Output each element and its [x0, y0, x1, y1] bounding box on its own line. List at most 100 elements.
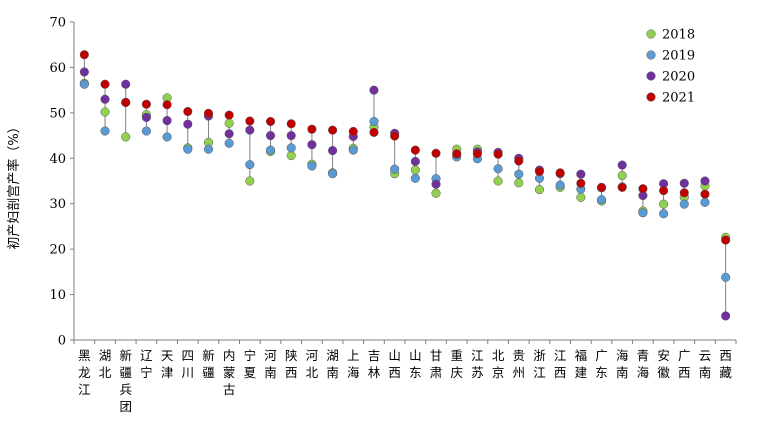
point-2021 — [431, 148, 441, 158]
point-2019 — [286, 143, 296, 153]
category-label: 江西 — [554, 348, 567, 380]
legend-label-2020: 2020 — [662, 70, 695, 85]
point-2018 — [534, 185, 545, 195]
point-2020 — [245, 125, 255, 135]
point-2018 — [576, 192, 586, 202]
legend: 2018 2019 2020 2021 — [646, 28, 695, 106]
point-2020 — [100, 94, 110, 104]
legend-label-2019: 2019 — [662, 49, 695, 64]
point-2019 — [245, 160, 255, 170]
point-2021 — [700, 189, 710, 199]
y-tick-label: 70 — [49, 16, 66, 31]
point-2019 — [659, 209, 669, 219]
point-2021 — [721, 235, 731, 245]
point-2021 — [141, 99, 151, 109]
category-label: 内蒙古 — [223, 348, 236, 397]
point-2021 — [410, 145, 420, 155]
y-tick-label: 30 — [49, 197, 66, 212]
point-2021 — [679, 188, 689, 198]
y-tick-label: 50 — [49, 106, 66, 121]
category-label: 安徽 — [657, 348, 670, 380]
category-label: 西藏 — [719, 348, 732, 380]
category-labels: 黑龙江湖北新疆兵团辽宁天津四川新疆内蒙古宁夏河南陕西河北湖南上海吉林山西山东甘肃… — [78, 348, 732, 414]
point-2021 — [472, 149, 482, 159]
category-label: 新疆 — [202, 348, 215, 380]
point-2018 — [493, 176, 503, 186]
point-2021 — [162, 100, 172, 110]
category-label: 海南 — [616, 348, 629, 380]
category-label: 新疆兵团 — [119, 348, 132, 414]
point-2021 — [390, 131, 400, 141]
category-label: 河北 — [306, 348, 319, 380]
y-tick-labels: 0 10 20 30 40 50 60 70 — [49, 16, 66, 349]
category-label: 河南 — [264, 348, 277, 380]
category-label: 青海 — [637, 348, 650, 380]
point-2020 — [141, 112, 151, 122]
point-2019 — [700, 197, 710, 207]
point-2021 — [348, 126, 358, 137]
category-label: 山西 — [388, 348, 401, 380]
category-label: 黑龙江 — [78, 348, 91, 397]
point-2020 — [286, 131, 296, 141]
category-label: 宁夏 — [244, 348, 257, 380]
point-2021 — [534, 166, 545, 177]
point-2019 — [162, 132, 172, 142]
point-2019 — [410, 173, 420, 183]
point-2018 — [659, 199, 669, 209]
category-label: 福建 — [575, 348, 588, 380]
legend-label-2018: 2018 — [662, 28, 695, 43]
point-2021 — [224, 110, 234, 120]
legend-label-2021: 2021 — [662, 91, 695, 106]
point-2019 — [679, 199, 689, 209]
point-2021 — [493, 149, 503, 159]
point-2018 — [286, 151, 296, 161]
point-2020 — [576, 169, 586, 179]
category-label: 江苏 — [471, 348, 484, 380]
point-2021 — [452, 149, 462, 159]
point-2020 — [79, 67, 89, 77]
point-2019 — [265, 145, 276, 155]
y-tick-label: 10 — [49, 288, 66, 303]
point-2021 — [245, 116, 255, 126]
point-2021 — [100, 79, 110, 89]
point-2019 — [203, 144, 214, 154]
data-points — [79, 50, 731, 321]
point-2021 — [617, 182, 627, 192]
legend-marker-2020 — [646, 71, 656, 81]
point-2019 — [348, 145, 358, 155]
category-label: 上海 — [347, 348, 360, 380]
point-2018 — [100, 107, 110, 117]
point-2020 — [410, 156, 420, 167]
category-label: 天津 — [161, 348, 174, 380]
point-2018 — [410, 165, 420, 175]
point-2021 — [369, 127, 379, 137]
category-label: 湖北 — [99, 348, 112, 380]
point-2019 — [369, 116, 379, 127]
point-2021 — [307, 124, 317, 134]
y-tick-label: 40 — [49, 152, 66, 167]
category-label: 吉林 — [368, 348, 381, 380]
point-2020 — [328, 146, 338, 156]
point-2020 — [307, 140, 317, 150]
category-label: 湖南 — [326, 348, 339, 380]
legend-marker-2018 — [646, 29, 656, 39]
point-2021 — [79, 50, 89, 60]
category-label: 北京 — [492, 348, 505, 380]
point-2020 — [721, 311, 731, 321]
point-2021 — [596, 182, 607, 192]
point-2019 — [328, 169, 338, 179]
y-axis-label: 初产妇剖宫产率（%） — [6, 120, 22, 249]
category-label: 陕西 — [285, 348, 298, 380]
point-2019 — [514, 169, 524, 179]
point-2019 — [390, 164, 400, 174]
point-2020 — [224, 129, 234, 139]
point-2018 — [617, 170, 627, 181]
point-2021 — [659, 185, 669, 196]
point-2020 — [121, 79, 131, 89]
point-2019 — [307, 161, 317, 171]
category-label: 贵州 — [513, 348, 526, 380]
point-2021 — [514, 156, 524, 166]
point-2021 — [203, 108, 214, 118]
point-2018 — [224, 118, 234, 128]
